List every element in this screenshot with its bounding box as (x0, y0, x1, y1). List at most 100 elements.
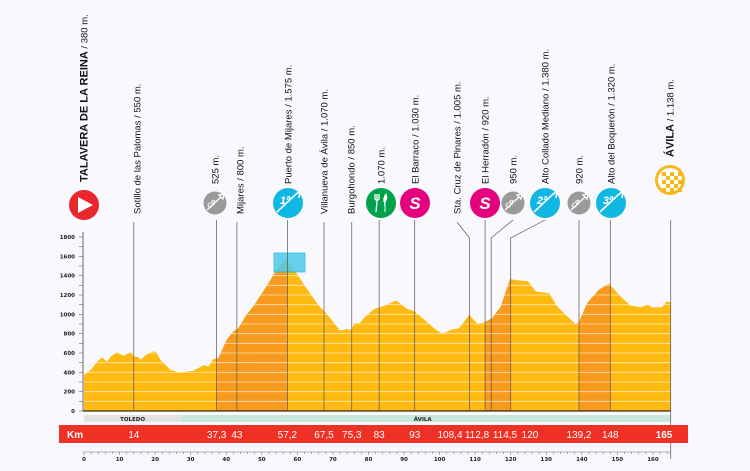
km-marker-label: 148 (602, 430, 619, 441)
waypoint-label: 950 m. (509, 155, 520, 184)
waypoint-connector (510, 219, 546, 411)
waypoint-altitude: / 1.320 m. (607, 64, 618, 109)
checker-square (662, 180, 666, 184)
summit-marker (273, 252, 306, 273)
cp-arrow (206, 193, 225, 211)
waypoint-altitude: / 550 m. (133, 84, 144, 121)
feed-icon (366, 188, 396, 218)
climb-segment (216, 259, 288, 411)
start-icon (69, 190, 99, 220)
km-marker-label: 165 (656, 430, 673, 441)
waypoint-altitude: / 850 m. (347, 125, 358, 162)
waypoint-altitude: 920 m. (575, 155, 586, 184)
waypoint-altitude: / 800 m. (236, 146, 247, 183)
waypoint-name: ÁVILA (664, 124, 677, 157)
x-tick-label: 20 (151, 457, 159, 463)
x-tick-label: 60 (294, 457, 302, 463)
x-tick-label: 90 (400, 457, 408, 463)
y-tick-label: 0 (71, 409, 75, 415)
waypoint-altitude: / 1.138 m. (666, 79, 677, 124)
sprint-circle (400, 188, 430, 218)
y-tick-label: 1800 (60, 235, 75, 241)
waypoint-altitude: 525 m. (211, 155, 222, 184)
waypoint-label: El Barraco / 1.030 m. (411, 95, 422, 184)
cp-arrow (570, 193, 589, 211)
waypoint-lines (133, 219, 672, 459)
climb-icon: 2ª (530, 188, 560, 218)
waypoint-name: TALAVERA DE LA REINA (79, 51, 91, 182)
x-tick-label: 150 (612, 457, 624, 463)
waypoint-name: El Herradón (481, 133, 492, 184)
waypoint-label: 1.070 m. (377, 147, 388, 184)
checker-square (662, 172, 666, 176)
sprint-letter: S (479, 194, 491, 213)
km-marker-label: 83 (374, 430, 386, 441)
checker-square (670, 188, 674, 192)
region-label: ÁVILA (414, 416, 433, 423)
waypoint-label: Villanueva de Ávila / 1.070 m. (320, 89, 331, 214)
fork-icon (374, 194, 380, 213)
x-tick-label: 110 (469, 457, 481, 463)
waypoint-name: Villanueva de Ávila (320, 133, 331, 214)
y-tick-label: 1200 (60, 293, 75, 299)
waypoint-altitude: / 920 m. (481, 96, 492, 133)
x-tick-label: 100 (434, 457, 446, 463)
x-tick-label: 0 (82, 457, 86, 463)
x-tick-label: 70 (329, 457, 337, 463)
waypoint-name: El Barraco (411, 140, 422, 184)
x-tick-label: 40 (222, 457, 230, 463)
waypoint-altitude: / 1.030 m. (411, 95, 422, 140)
finish-icon (655, 165, 685, 195)
waypoint-name: Mijares (236, 183, 247, 214)
waypoint-label: TALAVERA DE LA REINA / 380 m. (79, 14, 91, 182)
waypoint-connector (456, 221, 470, 411)
checker-square (670, 172, 674, 176)
region-band (84, 415, 182, 422)
waypoint-label: ÁVILA / 1.138 m. (664, 79, 677, 157)
feed-circle (366, 188, 396, 218)
region-band (181, 415, 671, 422)
climb-category: 1ª (280, 195, 291, 207)
y-tick-label: 1600 (60, 254, 75, 260)
km-marker-label: 67,5 (314, 430, 334, 441)
km-marker-label: 14 (128, 430, 140, 441)
km-bar-background (59, 425, 688, 443)
sprint-icon: S (400, 188, 430, 218)
waypoint-altitude: / 1.070 m. (320, 89, 331, 134)
axes: 0 200 400 600 800 1000 1200 1400 1600 1800 0 10 20 30… (60, 232, 671, 463)
checker-square (674, 184, 678, 188)
waypoint-name: Burgohondo (347, 162, 358, 214)
km-marker-label: 93 (409, 430, 421, 441)
checker-square (670, 180, 674, 184)
sprint-letter: S (409, 194, 421, 213)
km-marker-label: 108,4 (437, 430, 462, 441)
y-tick-label: 400 (64, 370, 76, 376)
checker-square (678, 180, 682, 184)
climb-icon: 3ª (596, 188, 626, 218)
region-bands: TOLEDO ÁVILA (84, 415, 671, 423)
x-tick-label: 140 (576, 457, 588, 463)
x-tick-label: 30 (187, 457, 195, 463)
waypoint-label: Burgohondo / 850 m. (347, 125, 358, 214)
x-tick-label: 80 (365, 457, 373, 463)
climb-icon: 1ª (273, 188, 303, 218)
waypoint-altitude: / 1.005 m. (453, 81, 464, 126)
y-tick-label: 1400 (60, 274, 75, 280)
waypoint-label: Mijares / 800 m. (236, 146, 247, 214)
checker-square (674, 176, 678, 180)
climb-arrow (276, 189, 302, 213)
region-label: TOLEDO (120, 417, 145, 423)
waypoint-labels: TALAVERA DE LA REINA / 380 m. Sotillo de … (79, 14, 677, 214)
waypoint-label: 920 m. (575, 155, 586, 184)
climb-category: 3ª (603, 195, 614, 207)
waypoint-label: Sta. Cruz de Pinares / 1.005 m. (453, 81, 464, 214)
waypoint-altitude: / 380 m. (80, 14, 91, 51)
waypoint-altitude: / 1.575 m. (284, 65, 295, 110)
waypoint-label: Puerto de Mijares / 1.575 m. (284, 65, 295, 184)
waypoint-label: Alto del Boquerón / 1.320 m. (607, 64, 618, 184)
sprint-circle (470, 188, 500, 218)
cp-text: CP (206, 199, 218, 211)
km-bar: Km 14 37,3 43 57,2 67,5 75,3 83 93 108,4 112,8 114,… (59, 425, 688, 443)
waypoint-name: Alto del Boquerón (607, 108, 618, 184)
cp-text: CP (570, 199, 582, 211)
